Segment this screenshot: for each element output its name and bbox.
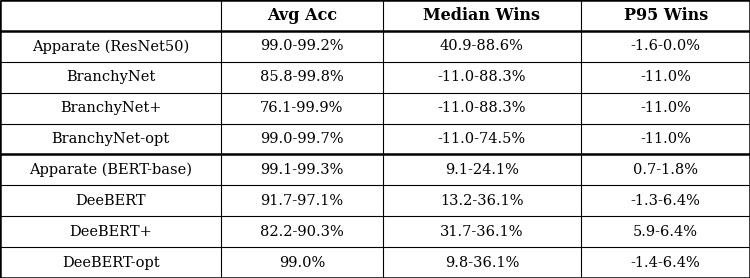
Text: -1.6-0.0%: -1.6-0.0% [631,39,700,53]
Text: BranchyNet-opt: BranchyNet-opt [52,132,170,146]
Text: DeeBERT-opt: DeeBERT-opt [62,255,160,270]
Text: -11.0%: -11.0% [640,132,691,146]
Text: 40.9-88.6%: 40.9-88.6% [440,39,524,53]
Text: 13.2-36.1%: 13.2-36.1% [440,194,524,208]
Text: BranchyNet+: BranchyNet+ [60,101,161,115]
Text: 9.1-24.1%: 9.1-24.1% [445,163,519,177]
Text: -11.0-88.3%: -11.0-88.3% [438,101,526,115]
Text: Apparate (ResNet50): Apparate (ResNet50) [32,39,189,54]
Text: 0.7-1.8%: 0.7-1.8% [633,163,698,177]
Text: 85.8-99.8%: 85.8-99.8% [260,70,344,84]
Text: BranchyNet: BranchyNet [66,70,155,84]
Text: -1.3-6.4%: -1.3-6.4% [631,194,700,208]
Text: 9.8-36.1%: 9.8-36.1% [445,255,519,270]
Text: -11.0-74.5%: -11.0-74.5% [438,132,526,146]
Text: -11.0-88.3%: -11.0-88.3% [438,70,526,84]
Text: Median Wins: Median Wins [423,7,540,24]
Text: 76.1-99.9%: 76.1-99.9% [260,101,344,115]
Text: Apparate (BERT-base): Apparate (BERT-base) [29,163,192,177]
Text: 31.7-36.1%: 31.7-36.1% [440,225,524,239]
Text: Avg Acc: Avg Acc [267,7,337,24]
Text: -11.0%: -11.0% [640,70,691,84]
Text: P95 Wins: P95 Wins [623,7,708,24]
Text: 99.0%: 99.0% [279,255,325,270]
Text: 5.9-6.4%: 5.9-6.4% [633,225,698,239]
Text: 99.0-99.2%: 99.0-99.2% [260,39,344,53]
Text: DeeBERT+: DeeBERT+ [69,225,152,239]
Text: 99.1-99.3%: 99.1-99.3% [260,163,344,177]
Text: 91.7-97.1%: 91.7-97.1% [260,194,344,208]
Text: -11.0%: -11.0% [640,101,691,115]
Text: 99.0-99.7%: 99.0-99.7% [260,132,344,146]
Text: DeeBERT: DeeBERT [75,194,146,208]
Text: 82.2-90.3%: 82.2-90.3% [260,225,344,239]
Text: -1.4-6.4%: -1.4-6.4% [631,255,700,270]
